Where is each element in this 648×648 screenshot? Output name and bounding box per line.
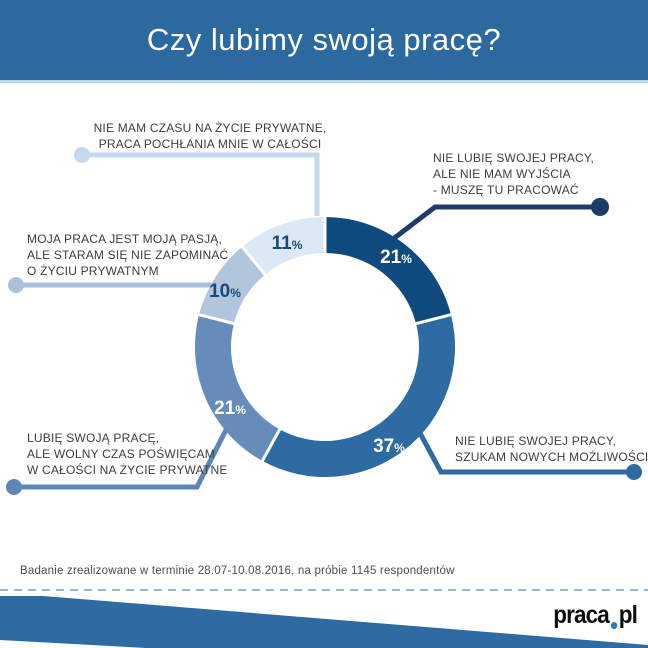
connector-no-way-out: [378, 204, 600, 251]
donut-segment-0: [325, 217, 451, 324]
callout-line: NIE LUBIĘ SWOJEJ PRACY,: [455, 434, 617, 448]
brand-name-second: pl: [618, 601, 638, 629]
bottom-banner-wedge: [0, 596, 648, 648]
percent-label-4: 11%: [272, 233, 303, 254]
callout-line: ALE WOLNY CZAS POŚWIĘCAM: [27, 447, 215, 461]
callout-line: ALE STARAM SIĘ NIE ZAPOMINAĆ: [27, 248, 229, 262]
connector-no-way-out-dot: [591, 198, 609, 216]
logo-dot-icon: [610, 622, 618, 629]
callout-no-way-out: NIE LUBIĘ SWOJEJ PRACY, ALE NIE MAM WYJŚ…: [433, 150, 594, 198]
donut-segment-2: [194, 314, 280, 461]
callout-no-time-for-private-life: NIE MAM CZASU NA ŻYCIE PRYWATNE, PRACA P…: [85, 120, 335, 152]
connector-like-work-private-time: [14, 422, 232, 490]
donut-segment-3: [199, 246, 266, 324]
callout-line: W CAŁOŚCI NA ŻYCIE PRYWATNE: [27, 463, 228, 477]
percent-label-3: 10%: [209, 281, 241, 302]
callout-line: MOJA PRACA JEST MOJĄ PASJĄ,: [27, 232, 223, 246]
percent-label-0: 21%: [380, 247, 412, 268]
segment-gap-lines: [193, 212, 457, 467]
segment-gap: [410, 311, 457, 327]
survey-note: Badanie zrealizowane w terminie 28.07-10…: [20, 565, 455, 577]
header: Czy lubimy swoją pracę?: [0, 0, 648, 83]
connector-looking-for-new-opportunities-dot: [626, 464, 642, 480]
donut-segment-1: [262, 314, 455, 477]
callout-like-work-private-time: LUBIĘ SWOJĄ PRACĘ, ALE WOLNY CZAS POŚWIĘ…: [27, 430, 228, 478]
segment-gap: [193, 311, 240, 327]
callout-work-is-passion: MOJA PRACA JEST MOJĄ PASJĄ, ALE STARAM S…: [27, 231, 228, 279]
callout-line: ALE NIE MAM WYJŚCIA: [433, 167, 571, 181]
segment-gap: [237, 242, 270, 280]
donut-segment-4: [242, 217, 325, 275]
callout-line: - MUSZĘ TU PRACOWAĆ: [433, 183, 579, 197]
callout-line: LUBIĘ SWOJĄ PRACĘ,: [27, 431, 160, 445]
callout-line: NIE MAM CZASU NA ŻYCIE PRYWATNE,: [93, 121, 327, 135]
segment-gap: [258, 424, 284, 467]
page-title: Czy lubimy swoją pracę?: [146, 22, 502, 57]
segment-percent-labels: 21% 37% 21% 10% 11%: [209, 233, 412, 457]
callout-line: SZUKAM NOWYCH MOŻLIWOŚCI: [455, 450, 648, 464]
callout-looking-for-new-opportunities: NIE LUBIĘ SWOJEJ PRACY, SZUKAM NOWYCH MO…: [455, 433, 648, 465]
callout-line: NIE LUBIĘ SWOJEJ PRACY,: [433, 151, 595, 165]
callout-line: O ŻYCIU PRYWATNYM: [27, 264, 159, 278]
connector-like-work-private-time-dot: [6, 479, 22, 495]
callout-connectors: [6, 147, 642, 495]
connector-no-time-for-private-life-dot: [74, 147, 90, 163]
callout-line: PRACA POCHŁANIA MNIE W CAŁOŚCI: [98, 137, 322, 151]
connector-no-time-for-private-life: [82, 152, 320, 216]
connector-work-is-passion-dot: [8, 277, 24, 293]
percent-label-1: 37%: [373, 436, 405, 457]
donut-segments: [194, 217, 455, 477]
percent-label-2: 21%: [214, 398, 246, 419]
brand-name-first: praca: [553, 601, 609, 629]
brand-logo: praca pl: [553, 601, 638, 630]
